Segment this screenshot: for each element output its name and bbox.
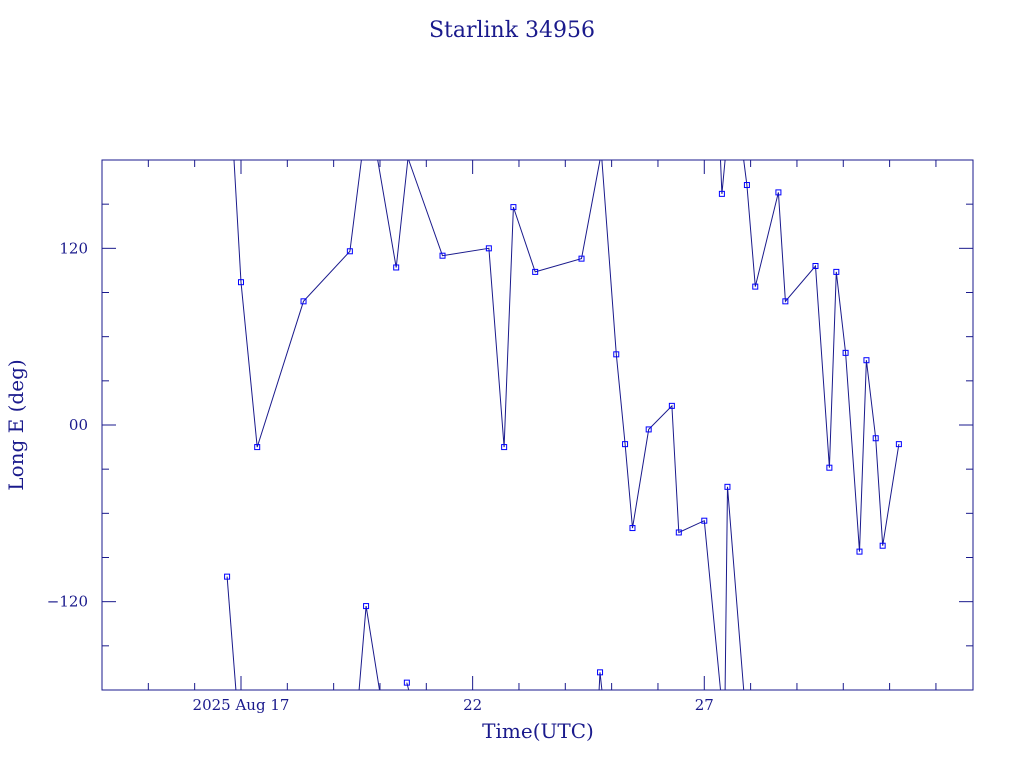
- series-line: [358, 606, 380, 691]
- data-point: [224, 573, 231, 580]
- data-point: [485, 245, 492, 252]
- data-point: [668, 402, 675, 409]
- data-point: [346, 248, 353, 255]
- data-point: [863, 357, 870, 364]
- data-point: [856, 548, 863, 555]
- data-point: [879, 542, 886, 549]
- y-axis-label: Long E (deg): [4, 359, 28, 490]
- axis-ticks: [102, 160, 973, 690]
- x-tick-labels: 2025 Aug 17 22 27: [193, 696, 714, 714]
- data-point: [393, 264, 400, 271]
- x-tick-label: 22: [463, 696, 482, 714]
- data-point: [510, 204, 517, 211]
- data-point: [532, 268, 539, 275]
- data-point: [724, 483, 731, 490]
- data-point: [403, 679, 410, 686]
- data-point: [743, 182, 750, 189]
- plot-frame: [101, 159, 974, 691]
- data-point: [872, 435, 879, 442]
- data-point: [501, 444, 508, 451]
- data-point: [895, 441, 902, 448]
- series-line: [377, 159, 409, 268]
- data-point: [629, 525, 636, 532]
- series-line: [406, 682, 410, 691]
- data-point: [613, 351, 620, 358]
- y-tick-label: 120: [59, 239, 88, 257]
- series-line: [226, 576, 237, 691]
- data-point: [597, 669, 604, 676]
- data-point: [237, 279, 244, 286]
- series-lines: [226, 159, 900, 691]
- y-tick-label: 00: [69, 416, 88, 434]
- x-tick-label: 27: [695, 696, 714, 714]
- series-line: [720, 159, 726, 194]
- y-tick-labels: 120 00 −120: [47, 239, 88, 610]
- data-point: [782, 298, 789, 305]
- series-line: [743, 159, 900, 552]
- data-point: [675, 529, 682, 536]
- data-point: [842, 349, 849, 356]
- data-point: [718, 190, 725, 197]
- data-point: [752, 283, 759, 290]
- data-point: [833, 268, 840, 275]
- data-point: [622, 441, 629, 448]
- series-line: [724, 486, 745, 691]
- y-tick-label: −120: [47, 593, 88, 611]
- series-line: [598, 672, 603, 691]
- data-point: [300, 298, 307, 305]
- series-markers: [224, 182, 902, 686]
- data-point: [701, 517, 708, 524]
- x-axis-label: Time(UTC): [482, 719, 594, 743]
- data-point: [812, 263, 819, 269]
- data-point: [578, 255, 585, 262]
- data-point: [439, 252, 446, 259]
- data-point: [826, 464, 833, 471]
- chart-title: Starlink 34956: [429, 18, 595, 43]
- series-line: [601, 159, 721, 691]
- data-point: [775, 189, 782, 196]
- series-line: [408, 159, 601, 448]
- x-tick-label: 2025 Aug 17: [193, 696, 290, 714]
- data-point: [363, 603, 370, 610]
- data-point: [254, 444, 261, 451]
- data-point: [645, 426, 652, 433]
- series-line: [233, 159, 362, 448]
